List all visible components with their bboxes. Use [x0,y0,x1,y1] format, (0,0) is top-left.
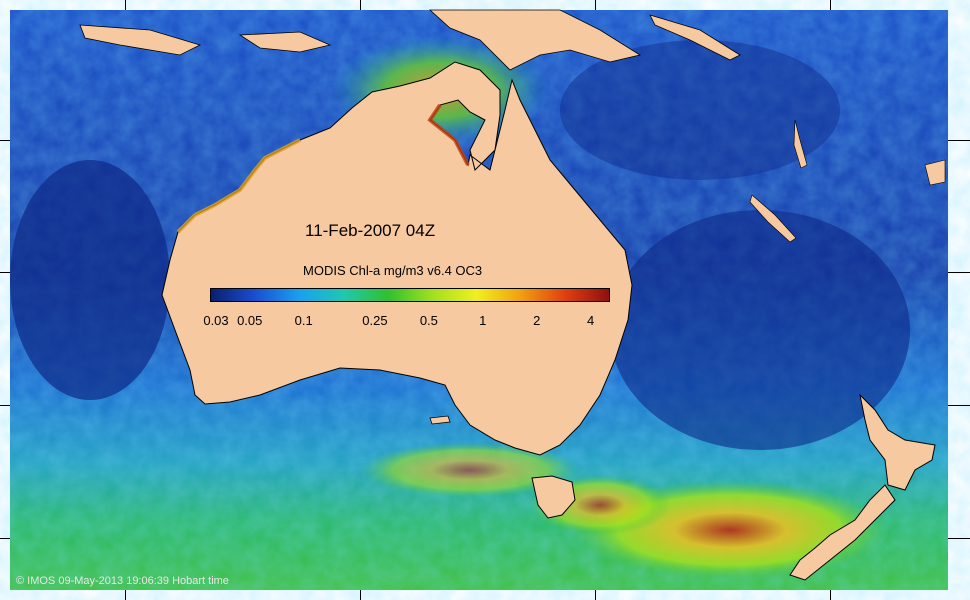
frame-tick [360,0,361,10]
frame-tick [948,538,970,539]
timor-islands [79,24,202,56]
credit-text: © IMOS 09-May-2013 19:06:39 Hobart time [16,575,229,587]
color-scale-bar [210,288,610,302]
kangaroo-island [429,415,451,425]
frame-tick [595,0,596,10]
new-caledonia [749,194,797,243]
low-chl-east [610,210,910,450]
southern-bloom-b [360,442,580,498]
legend-tick-label: 0.5 [419,313,438,328]
legend-title: MODIS Chl-a mg/m3 v6.4 OC3 [303,263,483,278]
sulawesi-islands [238,31,332,53]
frame-tick [830,590,831,600]
legend-tick-label: 2 [533,313,541,328]
legend-tick-label: 0.03 [203,313,229,328]
frame-tick [948,272,970,273]
low-chl-northeast [560,40,840,180]
frame-tick [830,0,831,10]
legend-tick-label: 0.25 [362,313,388,328]
new-zealand-north [859,393,936,491]
tasmania [531,475,576,519]
coastal-fringe-gulf [427,103,470,166]
coastal-fringe-nw [176,138,301,234]
frame-tick [125,590,126,600]
legend-tick-label: 4 [587,313,595,328]
frame-tick [0,405,10,406]
frame-tick [360,590,361,600]
solomon-islands [649,14,741,61]
low-chl-west [10,160,170,400]
map-title: 11-Feb-2007 04Z [305,221,436,240]
fiji [924,159,946,186]
frame-tick [0,538,10,539]
legend-tick-label: 1 [479,313,487,328]
frame-tick [0,140,10,141]
new-guinea [428,9,642,71]
australia-mainland [161,61,633,456]
legend-tick-label: 0.05 [237,313,263,328]
legend-tick-label: 0.1 [294,313,313,328]
frame-tick [948,405,970,406]
vanuatu [793,119,808,169]
frame-tick [0,272,10,273]
new-zealand-south [789,484,896,581]
frame-tick [948,140,970,141]
frame-tick [595,590,596,600]
frame-tick [125,0,126,10]
